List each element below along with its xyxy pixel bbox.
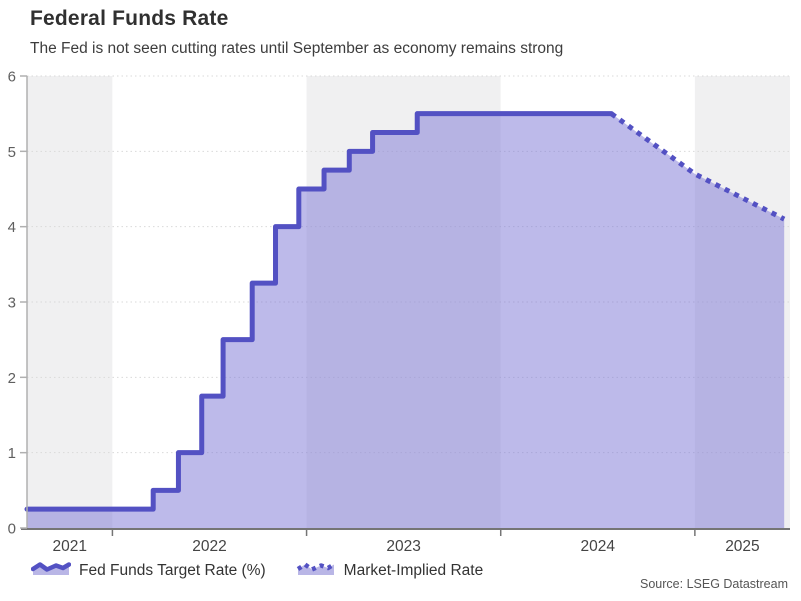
legend-item-target-rate: Fed Funds Target Rate (%) [30,556,266,585]
source-note: Source: LSEG Datastream [640,577,788,591]
chart-legend: Fed Funds Target Rate (%) Market-Implied… [30,556,484,585]
y-axis-tick-label: 5 [8,144,16,161]
y-axis-tick-label: 1 [8,445,16,462]
fed-funds-target-line [24,111,614,512]
market-implied-line [609,111,786,222]
chart-title: Federal Funds Rate [30,7,229,30]
x-axis-year-label: 2025 [725,538,759,555]
area-series-icon [30,556,72,585]
dashed-series-icon [296,556,336,585]
y-axis-tick-label: 6 [8,69,16,86]
x-axis-year-label: 2021 [52,538,86,555]
y-axis-tick-label: 3 [8,295,16,312]
legend-item-market-implied: Market-Implied Rate [296,556,484,585]
y-axis-tick-label: 2 [8,370,16,387]
x-axis-year-label: 2023 [386,538,420,555]
y-axis-tick-label: 0 [8,521,16,538]
legend-label-target-rate: Fed Funds Target Rate (%) [79,561,266,579]
rate-area-fill [27,113,785,529]
y-axis-tick-label: 4 [8,219,16,236]
chart-subtitle: The Fed is not seen cutting rates until … [30,40,564,57]
x-axis-year-label: 2024 [581,538,616,555]
legend-label-market-implied: Market-Implied Rate [343,561,484,579]
x-axis-year-label: 2022 [192,538,226,555]
